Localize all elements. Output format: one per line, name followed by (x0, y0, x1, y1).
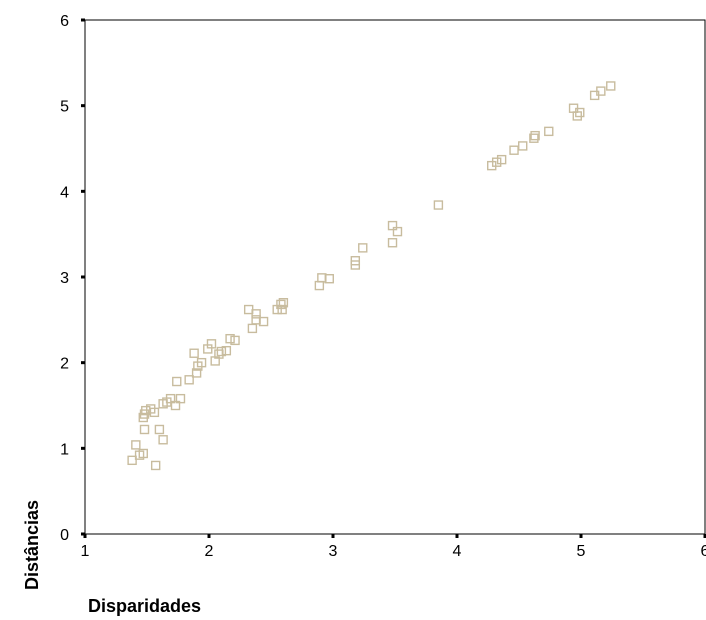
data-point (276, 299, 286, 310)
data-point (529, 133, 539, 143)
x-tick-label: 4 (453, 543, 462, 560)
data-points (127, 81, 616, 471)
data-point (131, 440, 141, 450)
y-tick-label: 4 (60, 184, 69, 201)
x-tick-label: 1 (81, 543, 90, 560)
data-point (191, 368, 202, 378)
y-tick-label: 3 (60, 270, 69, 287)
data-point (196, 357, 207, 368)
x-axis-title: Disparidades (88, 596, 201, 616)
x-axis: 1 2 3 4 5 6 (81, 534, 706, 560)
data-point (225, 333, 235, 344)
data-point (277, 304, 287, 315)
data-point (172, 376, 182, 387)
data-point (216, 346, 227, 357)
y-tick-label: 6 (60, 13, 69, 30)
data-point (139, 424, 150, 435)
data-point (165, 393, 176, 404)
data-point (278, 298, 289, 308)
y-axis: 0 1 2 3 4 5 6 (60, 13, 85, 544)
data-point (247, 323, 258, 334)
data-point (530, 130, 540, 141)
data-point (491, 157, 502, 167)
data-point (496, 154, 507, 165)
data-point (230, 335, 240, 346)
plot-area (84, 19, 706, 535)
data-point (206, 339, 217, 349)
data-point (518, 141, 528, 151)
data-point (544, 126, 554, 137)
data-point (387, 220, 398, 231)
x-tick-label: 6 (701, 543, 706, 560)
data-point (387, 238, 398, 248)
data-point (392, 226, 403, 237)
y-tick-label: 1 (60, 441, 69, 458)
data-point (358, 243, 368, 253)
data-point (184, 375, 194, 385)
y-axis-title: Distâncias (22, 500, 42, 590)
data-point (433, 200, 444, 210)
data-point (175, 393, 186, 404)
data-point (575, 107, 585, 118)
x-tick-label: 2 (205, 543, 214, 560)
data-point (158, 435, 168, 445)
data-point (324, 274, 334, 284)
data-point (596, 86, 606, 96)
data-point (509, 145, 519, 155)
y-tick-label: 2 (60, 356, 69, 373)
data-point (314, 280, 325, 291)
x-tick-label: 5 (577, 543, 586, 560)
data-point (150, 460, 161, 471)
data-point (606, 81, 616, 91)
y-tick-label: 0 (60, 527, 69, 544)
data-point (221, 345, 232, 356)
data-point (154, 424, 165, 435)
data-point (127, 455, 137, 466)
data-point (251, 309, 261, 319)
data-point (189, 348, 199, 358)
y-tick-label: 5 (60, 99, 69, 116)
data-point (350, 256, 361, 266)
data-point (170, 400, 181, 411)
data-point (149, 407, 160, 418)
data-point (258, 316, 269, 327)
data-point (138, 448, 148, 459)
x-tick-label: 3 (329, 543, 338, 560)
